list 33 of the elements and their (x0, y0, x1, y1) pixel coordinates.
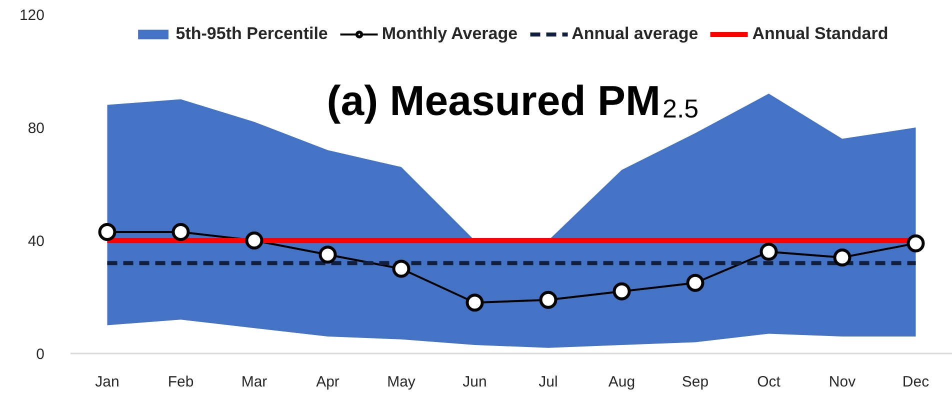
y-tick-label: 0 (36, 346, 44, 363)
legend-label: 5th-95th Percentile (176, 24, 328, 44)
x-tick-label: Jul (538, 374, 558, 390)
x-tick-label: Nov (828, 374, 856, 390)
point (539, 290, 558, 309)
x-tick-label: Oct (757, 374, 782, 390)
text: (a) Measured PM2.5 (326, 77, 699, 124)
point (318, 246, 337, 264)
x-tick-label: May (387, 374, 416, 390)
point (466, 294, 484, 312)
point (612, 282, 631, 300)
point (833, 248, 852, 266)
y-tick-label: 40 (28, 233, 45, 250)
point (686, 274, 704, 292)
point (98, 223, 116, 242)
x-tick-label: Jan (95, 374, 120, 390)
point (906, 234, 925, 252)
x-tick-label: Mar (241, 374, 268, 390)
x-tick-label: Apr (316, 374, 340, 390)
x-tick-label: Jun (462, 374, 487, 390)
legend-label: Annual average (572, 24, 698, 44)
point (245, 232, 264, 250)
x-tick-label: Dec (902, 374, 930, 390)
x-tick-label: Aug (608, 374, 636, 390)
x-tick-label: Sep (682, 374, 709, 390)
legend-label: Annual Standard (752, 24, 888, 44)
x-tick-label: Feb (168, 374, 194, 390)
point (172, 223, 190, 242)
legend-label: Monthly Average (382, 24, 518, 44)
y-tick-label: 120 (19, 7, 45, 24)
point (392, 260, 410, 278)
y-tick-label: 80 (28, 120, 45, 137)
point (760, 242, 778, 261)
